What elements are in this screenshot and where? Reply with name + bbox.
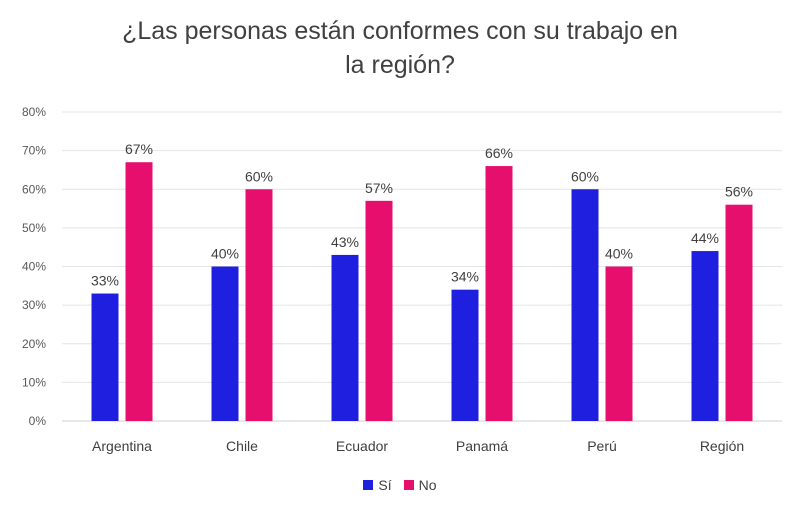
data-label: 34% [451, 269, 479, 285]
y-tick-label: 70% [22, 144, 46, 158]
legend-swatch-no [403, 480, 414, 490]
y-tick-label: 10% [22, 375, 46, 389]
x-tick-label: Ecuador [336, 438, 388, 454]
bar-no [125, 162, 153, 421]
data-label: 66% [485, 145, 513, 161]
bar-si [331, 254, 359, 421]
bar-si [91, 293, 119, 421]
data-label: 43% [331, 234, 359, 250]
bar-si [211, 266, 239, 421]
data-label: 56% [725, 184, 753, 200]
y-tick-label: 50% [22, 221, 46, 235]
chart-title-line-1: ¿Las personas están conformes con su tra… [122, 17, 678, 45]
legend-item-no: No [403, 477, 437, 493]
y-tick-label: 40% [22, 260, 46, 274]
legend-swatch-si [363, 480, 374, 490]
data-label: 60% [245, 168, 273, 184]
legend: Sí No [0, 477, 800, 493]
data-label: 67% [125, 141, 153, 157]
bar-no [365, 200, 393, 421]
chart-title: ¿Las personas están conformes con su tra… [0, 14, 800, 82]
chart-title-line-2: la región? [345, 51, 455, 79]
bar-si [451, 289, 479, 421]
legend-item-si: Sí [363, 477, 392, 493]
x-tick-label: Panamá [456, 438, 508, 454]
data-label: 44% [691, 230, 719, 246]
y-tick-label: 20% [22, 337, 46, 351]
data-label: 60% [571, 168, 599, 184]
bar-no [245, 189, 273, 421]
y-tick-label: 30% [22, 298, 46, 312]
y-tick-label: 80% [22, 105, 46, 119]
bar-no [605, 266, 633, 421]
x-tick-label: Chile [226, 438, 258, 454]
bar-si [571, 189, 599, 421]
bar-no [485, 166, 513, 421]
x-tick-label: Perú [587, 438, 617, 454]
data-label: 57% [365, 180, 393, 196]
bar-si [691, 251, 719, 421]
x-tick-label: Región [700, 438, 744, 454]
bar-no [725, 204, 753, 421]
data-label: 33% [91, 273, 119, 289]
legend-label-si: Sí [378, 477, 392, 493]
x-tick-label: Argentina [92, 438, 152, 454]
y-tick-label: 60% [22, 182, 46, 196]
y-tick-label: 0% [29, 414, 47, 428]
data-label: 40% [605, 246, 633, 262]
legend-label-no: No [418, 477, 437, 493]
data-label: 40% [211, 246, 239, 262]
